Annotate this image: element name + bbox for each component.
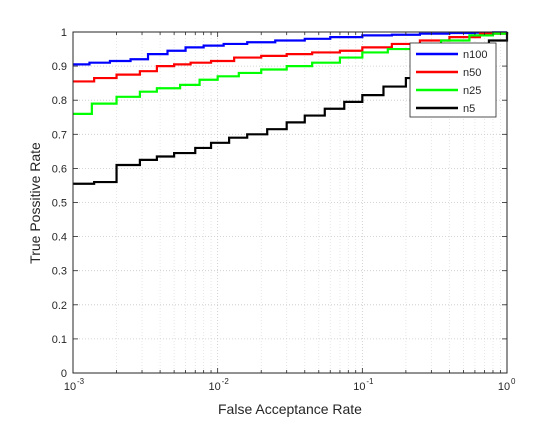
x-tick-labels: 10 -3 10 -2 10 -1 10 0 xyxy=(64,377,516,393)
legend: n100 n50 n25 n5 xyxy=(409,42,497,118)
x-tick-label-base: 10 xyxy=(64,381,76,393)
y-tick-label: 0.4 xyxy=(52,232,67,244)
y-tick-label: 0.9 xyxy=(52,61,67,73)
axis-ticks xyxy=(72,31,507,374)
y-tick-labels: 0 0.1 0.2 0.3 0.4 0.5 0.6 0.7 0.8 0.9 1 xyxy=(52,27,67,380)
y-axis-label: True Possitive Rate xyxy=(27,142,43,264)
legend-label-n5: n5 xyxy=(463,103,475,115)
x-tick-label: 10 -1 xyxy=(353,377,374,393)
series-line-n50 xyxy=(73,32,509,83)
x-tick-label-exponent: -2 xyxy=(222,377,230,386)
y-tick-label: 0.3 xyxy=(52,266,67,278)
y-tick-label: 0.5 xyxy=(52,198,67,210)
x-tick-label-exponent: 0 xyxy=(511,377,516,386)
y-tick-label: 0.6 xyxy=(52,163,67,175)
legend-label-n25: n25 xyxy=(463,85,481,97)
legend-entries: n100 n50 n25 n5 xyxy=(416,49,487,115)
legend-label-n100: n100 xyxy=(463,49,487,61)
x-tick-label: 10 0 xyxy=(498,377,516,393)
x-tick-label-base: 10 xyxy=(498,381,510,393)
y-tick-label: 0.7 xyxy=(52,129,67,141)
y-tick-label: 1 xyxy=(61,27,67,39)
legend-label-n50: n50 xyxy=(463,67,481,79)
y-tick-label: 0.1 xyxy=(52,334,67,346)
x-tick-label-base: 10 xyxy=(209,381,221,393)
x-tick-label-exponent: -1 xyxy=(366,377,374,386)
y-tick-label: 0.2 xyxy=(52,300,67,312)
x-axis-label: False Acceptance Rate xyxy=(218,401,362,417)
x-tick-label-exponent: -3 xyxy=(77,377,85,386)
x-tick-label: 10 -2 xyxy=(209,377,230,393)
y-tick-label: 0 xyxy=(61,368,67,380)
x-tick-label-base: 10 xyxy=(353,381,365,393)
series-line-n25 xyxy=(73,32,509,115)
x-tick-label: 10 -3 xyxy=(64,377,85,393)
legend-box xyxy=(409,42,497,118)
y-tick-label: 0.8 xyxy=(52,95,67,107)
